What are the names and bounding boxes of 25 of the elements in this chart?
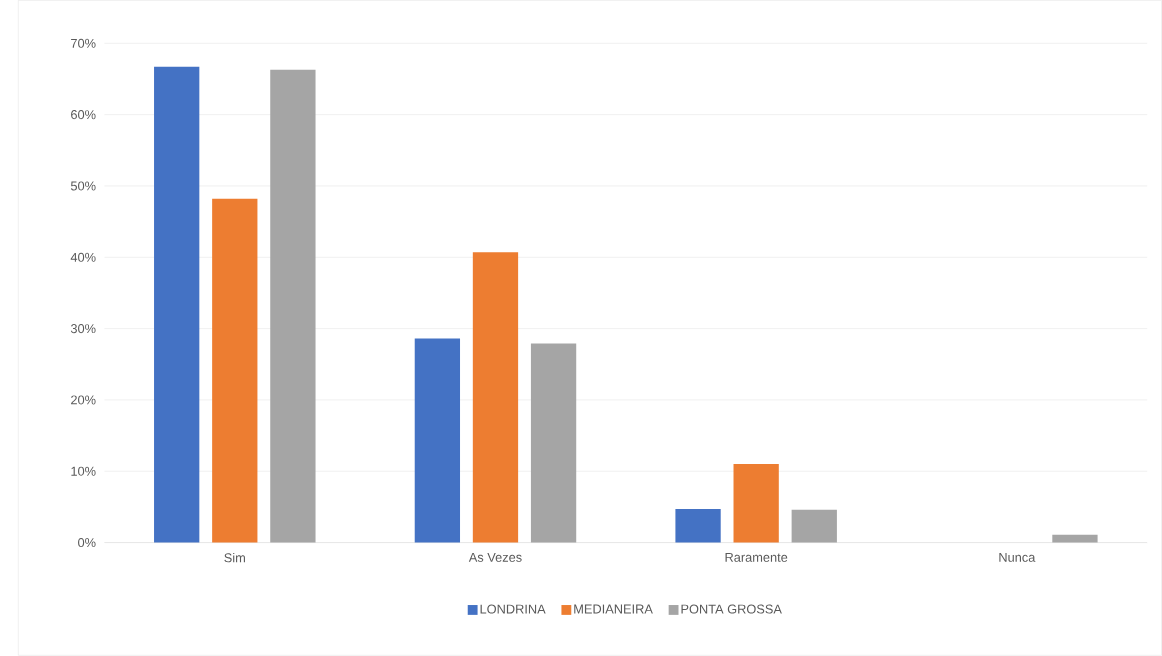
y-tick-label: 10%: [71, 466, 96, 476]
bar: [472, 252, 519, 543]
y-tick-label: 70%: [71, 38, 96, 48]
y-tick-label: 0%: [78, 538, 96, 548]
x-tick-label: Nunca: [999, 553, 1036, 562]
bar: [212, 198, 258, 543]
bar: [414, 338, 461, 543]
bar: [154, 66, 200, 543]
y-tick-label: 50%: [70, 181, 96, 191]
legend-label: MEDIANEIRA: [574, 604, 653, 614]
bar: [270, 69, 316, 543]
bar: [530, 343, 577, 543]
bar: [733, 464, 779, 543]
y-tick-label: 40%: [70, 252, 96, 262]
legend-label: LONDRINA: [480, 604, 546, 614]
x-tick-label: As Vezes: [468, 553, 522, 562]
y-tick-label: 30%: [70, 324, 96, 334]
legend-label: PONTA GROSSA: [681, 604, 782, 614]
x-tick-label: Raramente: [725, 553, 788, 562]
x-tick-label: Sim: [224, 553, 245, 563]
bar: [791, 509, 837, 543]
bar: [675, 509, 721, 543]
y-tick-label: 20%: [71, 395, 96, 405]
y-tick-label: 60%: [71, 110, 96, 120]
bar: [1052, 534, 1098, 543]
